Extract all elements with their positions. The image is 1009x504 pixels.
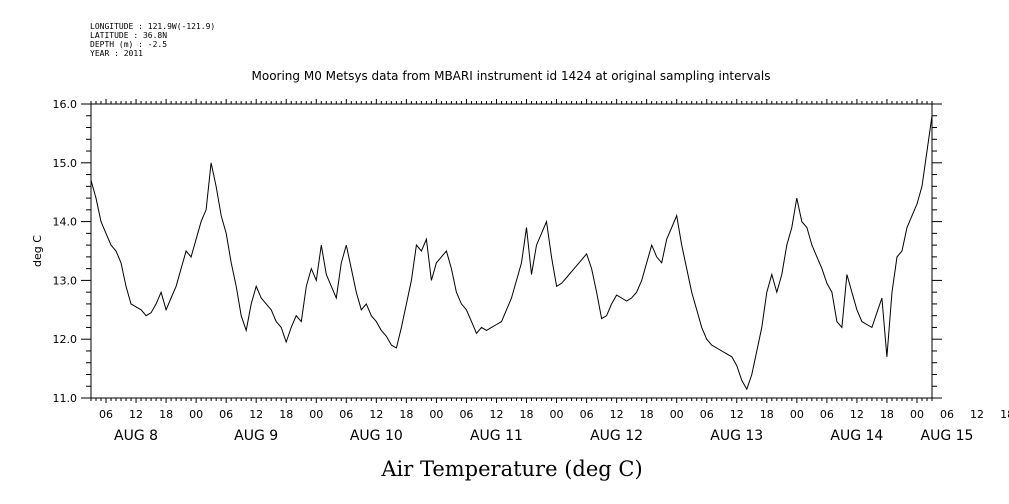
x-tick-label: 18 bbox=[159, 408, 173, 421]
y-tick-label: 12.0 bbox=[53, 333, 78, 346]
series-line-0 bbox=[90, 115, 933, 391]
x-tick-label: 06 bbox=[339, 408, 353, 421]
meta-latitude: LATITUDE : 36.8N bbox=[90, 31, 168, 40]
x-tick-label: 18 bbox=[640, 408, 654, 421]
x-tick-label: 06 bbox=[700, 408, 714, 421]
x-day-label: AUG 11 bbox=[470, 428, 523, 444]
x-tick-label: 12 bbox=[369, 408, 383, 421]
plot-frame bbox=[90, 103, 933, 399]
x-tick-label: 18 bbox=[880, 408, 894, 421]
x-tick-label: 12 bbox=[970, 408, 984, 421]
x-tick-label: 06 bbox=[459, 408, 473, 421]
station-metadata: LONGITUDE : 121.9W(-121.9) LATITUDE : 36… bbox=[90, 22, 215, 58]
y-axis-label: deg C bbox=[31, 235, 44, 267]
x-day-label: AUG 12 bbox=[590, 428, 643, 444]
x-axis-label: Air Temperature (deg C) bbox=[380, 457, 642, 481]
meta-depth: DEPTH (m) : -2.5 bbox=[90, 40, 168, 49]
x-day-label: AUG 15 bbox=[921, 428, 974, 444]
x-day-label: AUG 8 bbox=[114, 428, 158, 444]
x-tick-label: 00 bbox=[910, 408, 924, 421]
x-tick-label: 06 bbox=[219, 408, 233, 421]
x-tick-label: 06 bbox=[580, 408, 594, 421]
x-day-label: AUG 13 bbox=[710, 428, 763, 444]
x-tick-label: 18 bbox=[760, 408, 774, 421]
x-tick-label: 12 bbox=[730, 408, 744, 421]
meta-year: YEAR : 2011 bbox=[90, 49, 143, 58]
x-tick-label: 12 bbox=[850, 408, 864, 421]
x-day-label: AUG 10 bbox=[350, 428, 403, 444]
chart-title: Mooring M0 Metsys data from MBARI instru… bbox=[252, 69, 771, 83]
x-tick-label: 12 bbox=[610, 408, 624, 421]
x-tick-label: 00 bbox=[189, 408, 203, 421]
x-tick-label: 00 bbox=[790, 408, 804, 421]
x-tick-label: 18 bbox=[1000, 408, 1009, 421]
meta-longitude: LONGITUDE : 121.9W(-121.9) bbox=[90, 22, 216, 31]
x-tick-label: 12 bbox=[129, 408, 143, 421]
x-day-label: AUG 9 bbox=[234, 428, 278, 444]
x-tick-label: 18 bbox=[279, 408, 293, 421]
y-tick-label: 15.0 bbox=[53, 157, 78, 170]
x-tick-label: 00 bbox=[309, 408, 323, 421]
x-tick-label: 12 bbox=[249, 408, 263, 421]
x-tick-label: 06 bbox=[820, 408, 834, 421]
x-tick-label: 06 bbox=[940, 408, 954, 421]
x-day-label: AUG 14 bbox=[830, 428, 883, 444]
y-tick-label: 13.0 bbox=[53, 274, 78, 287]
y-tick-label: 11.0 bbox=[53, 392, 78, 405]
x-tick-label: 12 bbox=[489, 408, 503, 421]
y-tick-label: 14.0 bbox=[53, 216, 78, 229]
x-tick-label: 00 bbox=[550, 408, 564, 421]
x-tick-label: 06 bbox=[99, 408, 113, 421]
x-tick-label: 18 bbox=[520, 408, 534, 421]
y-tick-label: 16.0 bbox=[53, 98, 78, 111]
x-tick-label: 00 bbox=[670, 408, 684, 421]
x-tick-label: 00 bbox=[429, 408, 443, 421]
x-tick-label: 18 bbox=[399, 408, 413, 421]
data-series bbox=[90, 115, 933, 391]
axes: 06 12 18 00 06 12 18 00 06 12 18 00 06 12 18 00 06 12 18 00… bbox=[53, 98, 1009, 444]
